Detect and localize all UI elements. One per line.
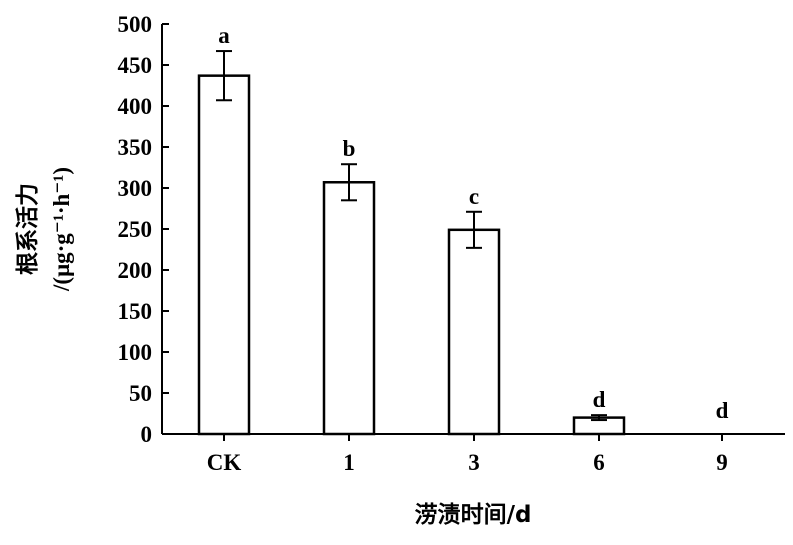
significance-letter-9: d — [716, 398, 729, 423]
y-tick-label: 300 — [118, 176, 153, 201]
y-tick-label: 200 — [118, 258, 153, 283]
significance-letter-1: b — [343, 136, 356, 161]
y-tick-label: 500 — [118, 12, 153, 37]
y-tick-label: 150 — [118, 299, 153, 324]
x-tick-label-3: 3 — [468, 450, 480, 475]
y-tick-label: 450 — [118, 53, 153, 78]
x-ticks: CK 1 3 6 9 — [207, 434, 728, 475]
y-tick-label: 50 — [129, 381, 152, 406]
error-bars — [216, 50, 607, 422]
y-tick-label: 400 — [118, 94, 153, 119]
y-tick-label: 100 — [118, 340, 153, 365]
bar-CK — [197, 74, 251, 436]
significance-letter-3: c — [469, 184, 479, 209]
x-tick-label-CK: CK — [207, 450, 242, 475]
significance-letter-CK: a — [218, 23, 230, 48]
y-tick-label: 0 — [141, 422, 153, 447]
x-tick-label-9: 9 — [716, 450, 728, 475]
y-ticks: 0 50 100 150 200 250 300 350 400 450 500 — [118, 12, 169, 447]
x-tick-label-6: 6 — [593, 450, 605, 475]
y-axis-title-line1: 根系活力 — [15, 183, 41, 275]
bar-3 — [447, 228, 501, 436]
y-axis-title: 根系活力 /(μg·g⁻¹·h⁻¹) — [15, 167, 74, 292]
bars — [197, 74, 626, 436]
y-axis-title-line2: /(μg·g⁻¹·h⁻¹) — [49, 167, 74, 292]
significance-letter-6: d — [593, 387, 606, 412]
bar-1 — [322, 181, 376, 436]
y-tick-label: 350 — [118, 135, 153, 160]
x-tick-label-1: 1 — [343, 450, 355, 475]
x-axis-title: 涝渍时间/d — [415, 502, 532, 528]
significance-letters: a b c d d — [218, 23, 728, 423]
y-tick-label: 250 — [118, 217, 153, 242]
